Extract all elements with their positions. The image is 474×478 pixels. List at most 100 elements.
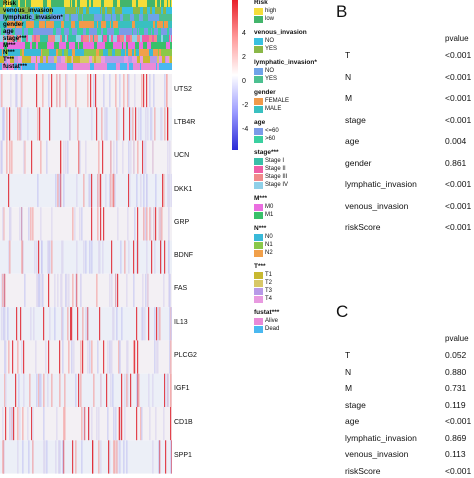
gene-label: UCN xyxy=(174,152,190,160)
variable-name: lymphatic_invasion xyxy=(345,432,417,443)
table-row: lymphatic_invasion <0.001 xyxy=(345,179,474,191)
heatmap-cell xyxy=(103,340,105,374)
heatmap-cell xyxy=(121,307,123,341)
heatmap-cell xyxy=(163,273,165,308)
legend-item: T1 xyxy=(254,272,272,280)
heatmap-cell xyxy=(149,407,151,441)
heatmap-cell xyxy=(91,407,93,441)
heatmap-cell xyxy=(114,440,116,474)
heatmap-cell xyxy=(22,240,24,274)
heatmap-cell xyxy=(42,74,44,108)
heatmap-cell xyxy=(23,373,25,407)
heatmap-cell xyxy=(153,74,155,108)
heatmap-cell xyxy=(107,340,109,374)
heatmap-cell xyxy=(168,240,170,274)
heatmap-cell xyxy=(23,140,25,174)
heatmap-cell xyxy=(0,140,2,174)
legend-item: MALE xyxy=(254,106,281,114)
legend-item: Stage II xyxy=(254,166,286,174)
variable-name: M xyxy=(345,93,353,103)
heatmap-cell xyxy=(169,173,171,208)
heatmap-cell xyxy=(128,140,130,174)
heatmap-cell xyxy=(62,440,64,474)
heatmap-cell xyxy=(140,107,142,141)
legend-swatch xyxy=(254,8,263,15)
legend-label: M1 xyxy=(265,212,274,218)
heatmap-cell xyxy=(1,273,3,308)
heatmap-cell xyxy=(154,240,156,274)
heatmap-cell xyxy=(103,74,105,108)
legend-swatch xyxy=(254,46,263,53)
heatmap-cell xyxy=(16,307,18,341)
heatmap-cell xyxy=(43,440,45,474)
heatmap-cell xyxy=(171,173,172,208)
heatmap-cell xyxy=(17,440,19,474)
heatmap-cell xyxy=(148,307,150,341)
gene-label: LTB4R xyxy=(174,118,196,126)
heatmap-row xyxy=(0,440,172,474)
heatmap-cell xyxy=(137,207,139,241)
heatmap-cell xyxy=(68,273,70,308)
table-row: N <0.001 xyxy=(345,72,474,84)
heatmap-cell xyxy=(61,307,63,341)
variable-name: age xyxy=(345,136,360,146)
table-row: T <0.001 xyxy=(345,50,474,62)
heatmap-cell xyxy=(5,373,7,407)
heatmap-cell xyxy=(132,107,134,141)
table-row: M 0.731 xyxy=(345,383,474,395)
heatmap-cell xyxy=(65,140,67,174)
legend-item: Stage IV xyxy=(254,182,288,190)
heatmap-cell xyxy=(155,173,157,208)
heatmap-cell xyxy=(15,373,17,407)
heatmap-cell xyxy=(37,173,39,208)
pvalue-cell: <0.001 xyxy=(445,200,472,211)
expression-heatmap xyxy=(0,0,172,474)
annotation-label: M*** xyxy=(3,42,16,49)
heatmap-cell xyxy=(123,440,125,474)
heatmap-cell xyxy=(65,273,67,308)
heatmap-cell xyxy=(144,140,146,174)
legend-label: >60 xyxy=(265,136,276,142)
heatmap-cell xyxy=(36,240,38,274)
heatmap-cell xyxy=(117,273,119,308)
heatmap-cell xyxy=(156,307,158,341)
heatmap-cell xyxy=(21,240,23,274)
heatmap-cell xyxy=(54,307,56,341)
legend-label: Dead xyxy=(265,326,280,332)
gene-label: UTS2 xyxy=(174,85,192,93)
gene-label: IGF1 xyxy=(174,385,190,393)
heatmap-cell xyxy=(119,340,121,374)
table-row: T 0.052 xyxy=(345,350,474,362)
heatmap-cell xyxy=(59,340,61,374)
heatmap-row xyxy=(0,373,172,407)
heatmap-cell xyxy=(80,273,82,308)
heatmap-cell xyxy=(127,74,129,108)
legend-swatch xyxy=(254,68,263,75)
heatmap-cell xyxy=(116,140,118,174)
variable-name: gender xyxy=(345,157,372,168)
heatmap-cell xyxy=(27,407,29,441)
heatmap-cell xyxy=(74,207,76,241)
heatmap-cell xyxy=(111,340,113,374)
table-row: riskScore <0.001 xyxy=(345,466,474,478)
heatmap-cell xyxy=(13,407,15,441)
heatmap-cell xyxy=(141,407,143,441)
pvalue-cell: 0.119 xyxy=(445,399,466,410)
heatmap-cell xyxy=(144,307,146,341)
heatmap-cell xyxy=(146,207,148,241)
table-row: gender 0.861 xyxy=(345,158,474,170)
heatmap-cell xyxy=(100,173,102,208)
variable-name: N xyxy=(345,71,352,82)
legend-title: gender xyxy=(254,89,276,96)
heatmap-cell xyxy=(67,307,69,341)
heatmap-cell xyxy=(129,107,131,141)
panel-letter-b: B xyxy=(336,2,348,21)
heatmap-cell xyxy=(31,407,33,441)
heatmap-cell xyxy=(17,107,19,141)
heatmap-cell xyxy=(110,140,112,174)
heatmap-cell xyxy=(98,440,100,474)
legend-swatch xyxy=(254,128,263,135)
legend-label: N0 xyxy=(265,234,273,240)
heatmap-cell xyxy=(105,107,107,141)
heatmap-cell xyxy=(63,407,65,441)
